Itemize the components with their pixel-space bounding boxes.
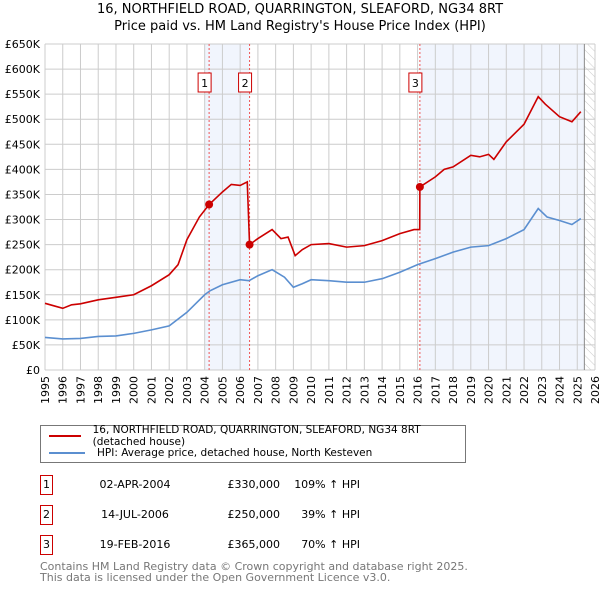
sale-price: £250,000	[227, 508, 281, 521]
price-chart: 1995 1996 1997 1998 1999 2000 2001 2002 2003 2004…	[5, 38, 600, 404]
x-tick-label: 2017	[429, 376, 442, 404]
x-tick-label: 2021	[500, 376, 513, 404]
x-tick-label: 2012	[341, 376, 354, 404]
sale-marker-label: 3	[412, 77, 419, 90]
sale-number: 1	[40, 475, 53, 495]
x-tick-label: 2024	[554, 376, 567, 404]
x-tick-label: 2005	[216, 376, 229, 404]
x-tick-label: 2011	[323, 376, 336, 404]
chart-subtitle: Price paid vs. HM Land Registry's House …	[114, 19, 486, 34]
sale-date: 19-FEB-2016	[99, 538, 171, 551]
x-tick-label: 2008	[270, 376, 283, 404]
x-tick-label: 2003	[181, 376, 194, 404]
sale-row: 1 02-APR-2004 £330,000 109% ↑ HPI	[40, 475, 440, 497]
x-tick-label: 2022	[518, 376, 531, 404]
x-tick-label: 2014	[376, 376, 389, 404]
sale-point	[415, 182, 424, 191]
sale-number: 2	[40, 505, 53, 525]
y-tick-label: £0	[26, 364, 40, 377]
y-tick-label: £350K	[5, 188, 41, 201]
x-tick-label: 2007	[252, 376, 265, 404]
x-tick-label: 2001	[145, 376, 158, 404]
y-tick-label: £600K	[5, 63, 41, 76]
x-tick-label: 2015	[394, 376, 407, 404]
x-tick-label: 2000	[128, 376, 141, 404]
x-tick-label: 1998	[92, 376, 105, 404]
sale-price: £330,000	[227, 478, 281, 491]
x-tick-label: 2026	[589, 376, 600, 404]
y-tick-label: £150K	[5, 289, 41, 302]
x-tick-label: 2002	[163, 376, 176, 404]
x-tick-label: 2006	[234, 376, 247, 404]
sale-hpi-change: 109% ↑ HPI	[294, 478, 360, 491]
x-tick-label: 1997	[74, 376, 87, 404]
price-paid-line	[44, 95, 582, 310]
sale-number: 3	[40, 535, 53, 555]
x-tick-label: 1999	[110, 376, 123, 404]
y-tick-label: £400K	[5, 163, 41, 176]
y-tick-label: £550K	[5, 88, 41, 101]
sale-hpi-change: 70% ↑ HPI	[301, 538, 360, 551]
sale-hpi-change: 39% ↑ HPI	[301, 508, 360, 521]
legend: 16, NORTHFIELD ROAD, QUARRINGTON, SLEAFO…	[40, 424, 466, 463]
x-tick-label: 1995	[39, 376, 52, 404]
sale-marker-box	[197, 72, 212, 93]
x-tick-label: 2018	[447, 376, 460, 404]
x-tick-label: 2010	[305, 376, 318, 404]
hpi-line	[44, 207, 582, 340]
x-tick-label: 2016	[412, 376, 425, 404]
sale-marker-box	[408, 72, 423, 93]
footer-licence: This data is licensed under the Open Gov…	[40, 571, 391, 584]
x-tick-label: 2020	[483, 376, 496, 404]
x-tick-label: 1996	[57, 376, 70, 404]
y-tick-label: £50K	[12, 339, 41, 352]
sale-marker-label: 2	[242, 77, 249, 90]
sale-point	[205, 200, 214, 209]
x-tick-label: 2023	[536, 376, 549, 404]
y-tick-label: £650K	[5, 38, 41, 51]
forecast-hatch	[584, 44, 595, 370]
y-tick-label: £200K	[5, 264, 41, 277]
y-tick-label: £450K	[5, 138, 41, 151]
sale-point	[245, 240, 254, 249]
y-tick-label: £300K	[5, 214, 41, 227]
sale-marker-box	[238, 72, 253, 93]
legend-hpi: HPI: Average price, detached house, Nort…	[97, 447, 373, 459]
sale-row: 2 14-JUL-2006 £250,000 39% ↑ HPI	[40, 505, 440, 527]
x-tick-label: 2013	[358, 376, 371, 404]
shaded-range	[419, 44, 585, 370]
x-tick-label: 2009	[287, 376, 300, 404]
y-tick-label: £500K	[5, 113, 41, 126]
footer-copyright: Contains HM Land Registry data © Crown c…	[40, 560, 468, 573]
sale-date: 02-APR-2004	[99, 478, 171, 491]
x-tick-label: 2004	[199, 376, 212, 404]
sale-date: 14-JUL-2006	[101, 508, 169, 521]
x-tick-label: 2019	[465, 376, 478, 404]
chart-title: 16, NORTHFIELD ROAD, QUARRINGTON, SLEAFO…	[96, 2, 504, 17]
x-tick-label: 2025	[571, 376, 584, 404]
y-tick-label: £100K	[5, 314, 41, 327]
sale-marker-label: 1	[201, 77, 208, 90]
sale-row: 3 19-FEB-2016 £365,000 70% ↑ HPI	[40, 535, 440, 557]
legend-red-line	[49, 435, 81, 437]
legend-blue-line	[49, 452, 85, 454]
legend-property: 16, NORTHFIELD ROAD, QUARRINGTON, SLEAFO…	[92, 424, 421, 448]
y-tick-label: £250K	[5, 239, 41, 252]
sale-price: £365,000	[227, 538, 281, 551]
